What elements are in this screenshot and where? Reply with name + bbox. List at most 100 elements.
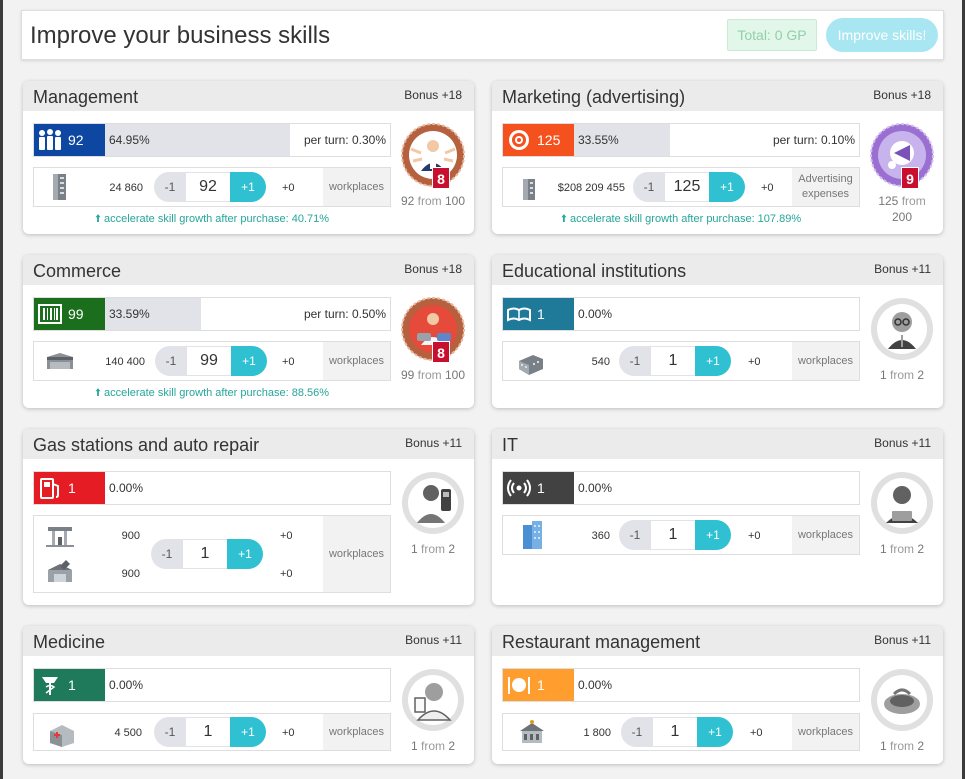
- resource-amount: $208 209 455: [557, 182, 625, 194]
- quantity-input[interactable]: 1: [653, 717, 697, 747]
- from-max: 100: [445, 368, 466, 382]
- from-max: 2: [448, 542, 456, 556]
- delta-value: +0: [748, 530, 761, 542]
- level-value: 92: [68, 132, 84, 148]
- from-value: 1: [879, 542, 887, 556]
- it-tower-icon: [523, 521, 542, 549]
- delta-value: +0: [748, 356, 761, 368]
- resource-amount: 360: [591, 530, 610, 542]
- progress-percent: 0.00%: [578, 481, 613, 495]
- skill-progress-bar: 0.00%: [574, 472, 859, 504]
- from-max: 2: [917, 368, 925, 382]
- from-value: 1: [879, 368, 887, 382]
- restaurant-medal-icon: [871, 669, 933, 731]
- quantity-stepper: -1 1 +1: [621, 717, 733, 747]
- decrement-button[interactable]: -1: [155, 346, 187, 376]
- level-box: 1: [503, 298, 574, 330]
- delta-value: +0: [282, 727, 295, 739]
- unit-label: workplaces: [323, 516, 390, 592]
- increment-button[interactable]: +1: [227, 539, 263, 569]
- medal-progress-text: 1 from 2: [864, 541, 940, 557]
- increment-button[interactable]: +1: [231, 346, 267, 376]
- bonus-label: Bonus +18: [404, 262, 462, 276]
- decrement-button[interactable]: -1: [154, 717, 186, 747]
- increment-button[interactable]: +1: [695, 346, 731, 376]
- quantity-input[interactable]: 125: [665, 172, 709, 202]
- medicine-medal-icon: [402, 669, 464, 731]
- from-word: from: [421, 542, 445, 556]
- quantity-input[interactable]: 1: [186, 717, 230, 747]
- window-edge-right: [962, 0, 965, 779]
- skill-card-it: IT Bonus +11 1 0.00% 360 -1 1 +1 +0 work…: [492, 429, 943, 605]
- skill-title: Management: [33, 87, 139, 107]
- unit-label: workplaces: [323, 168, 390, 206]
- skill-title: Educational institutions: [502, 261, 687, 281]
- restaurant-building-icon: [520, 720, 544, 743]
- increment-button[interactable]: +1: [230, 172, 266, 202]
- level-box: 125: [503, 124, 574, 156]
- level-box: 1: [503, 669, 574, 701]
- delta-value: +0: [761, 182, 774, 194]
- unit-label: Advertising expenses: [792, 168, 859, 206]
- decrement-button[interactable]: -1: [619, 520, 651, 550]
- level-box: 92: [34, 124, 105, 156]
- target-icon: [509, 130, 529, 150]
- quantity-input[interactable]: 99: [187, 346, 231, 376]
- improve-skills-button[interactable]: Improve skills!: [826, 18, 938, 52]
- card-header: Management Bonus +18: [23, 81, 474, 111]
- increment-button[interactable]: +1: [695, 520, 731, 550]
- it-medal-icon: [871, 472, 933, 534]
- quantity-input[interactable]: 92: [186, 172, 230, 202]
- delta-value: +0: [280, 530, 293, 542]
- resource-amount: 4 500: [114, 727, 142, 739]
- progress-percent: 0.00%: [578, 307, 613, 321]
- auto-repair-icon: [48, 560, 72, 582]
- decrement-button[interactable]: -1: [154, 172, 186, 202]
- decrement-button[interactable]: -1: [619, 346, 651, 376]
- delta-value: +0: [282, 356, 295, 368]
- medal-progress-text: 1 from 2: [395, 738, 471, 754]
- increment-button[interactable]: +1: [709, 172, 745, 202]
- bonus-label: Bonus +11: [874, 262, 931, 276]
- card-header: Gas stations and auto repair Bonus +11: [23, 429, 474, 459]
- skill-card-restaurant: Restaurant management Bonus +11 1 0.00% …: [492, 626, 943, 764]
- school-building-icon: [519, 355, 543, 375]
- window-edge-left: [0, 0, 3, 779]
- decrement-button[interactable]: -1: [151, 539, 183, 569]
- level-value: 1: [68, 480, 76, 496]
- quantity-input[interactable]: 1: [651, 346, 695, 376]
- office-building-icon: [523, 179, 535, 200]
- increment-button[interactable]: +1: [230, 717, 266, 747]
- quantity-input[interactable]: 1: [183, 539, 227, 569]
- from-max: 2: [448, 739, 456, 753]
- per-turn-rate: per turn: 0.10%: [772, 133, 855, 147]
- skill-title: Medicine: [33, 632, 106, 652]
- skill-card-marketing: Marketing (advertising) Bonus +18 125 33…: [492, 81, 943, 234]
- quantity-input[interactable]: 1: [651, 520, 695, 550]
- accelerate-info: 🠩 accelerate skill growth after purchase…: [23, 384, 401, 403]
- level-value: 99: [68, 306, 84, 322]
- bonus-label: Bonus +11: [874, 633, 931, 647]
- quantity-stepper: -1 1 +1: [154, 717, 266, 747]
- bonus-label: Bonus +11: [405, 633, 462, 647]
- from-word: from: [890, 542, 914, 556]
- medal-level-badge: 8: [432, 167, 450, 189]
- purchase-row: $208 209 455 -1 125 +1 +0 Advertising ex…: [502, 167, 860, 207]
- accelerate-info: 🠩 accelerate skill growth after purchase…: [492, 210, 870, 229]
- antenna-signal-icon: [507, 479, 531, 497]
- resource-amount-2: 900: [121, 568, 140, 580]
- from-value: 1: [410, 542, 418, 556]
- bonus-label: Bonus +18: [404, 88, 462, 102]
- skill-card-education: Educational institutions Bonus +11 1 0.0…: [492, 255, 943, 408]
- unit-label: workplaces: [792, 714, 859, 750]
- increment-button[interactable]: +1: [697, 717, 733, 747]
- decrement-button[interactable]: -1: [633, 172, 665, 202]
- skill-progress-bar: 0.00%: [105, 472, 390, 504]
- decrement-button[interactable]: -1: [621, 717, 653, 747]
- progress-percent: 0.00%: [578, 678, 613, 692]
- resource-amount: 140 400: [105, 356, 145, 368]
- skill-title: Marketing (advertising): [502, 87, 686, 107]
- unit-label: workplaces: [323, 714, 390, 750]
- medal-progress-text: 125 from 200: [864, 193, 940, 225]
- gas-station-icon: [46, 527, 74, 547]
